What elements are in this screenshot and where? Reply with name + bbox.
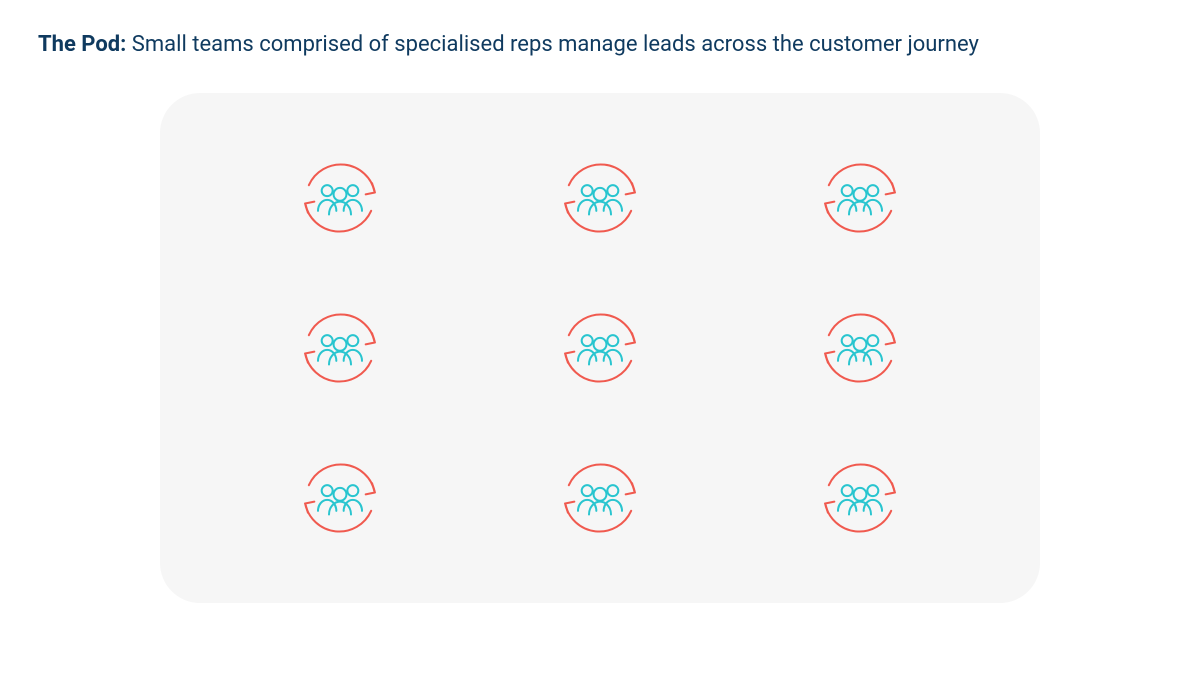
pod-team-cycle-icon [805, 148, 915, 248]
pod-cell [285, 298, 395, 398]
pod-team-cycle-icon [545, 298, 655, 398]
pod-cell [805, 148, 915, 248]
pod-grid-panel [160, 93, 1040, 603]
pod-team-cycle-icon [805, 298, 915, 398]
pod-team-cycle-icon [285, 148, 395, 248]
pod-cell [545, 298, 655, 398]
pod-team-cycle-icon [285, 448, 395, 548]
pod-cell [805, 448, 915, 548]
pod-team-cycle-icon [805, 448, 915, 548]
title-rest: Small teams comprised of specialised rep… [126, 32, 979, 57]
pod-cell [285, 148, 395, 248]
pod-cell [545, 148, 655, 248]
pod-cell [545, 448, 655, 548]
pod-cell [285, 448, 395, 548]
pod-team-cycle-icon [545, 148, 655, 248]
title-bold: The Pod: [38, 32, 126, 57]
pod-cell [805, 298, 915, 398]
pod-team-cycle-icon [285, 298, 395, 398]
page-title: The Pod: Small teams comprised of specia… [38, 30, 1162, 61]
pod-team-cycle-icon [545, 448, 655, 548]
